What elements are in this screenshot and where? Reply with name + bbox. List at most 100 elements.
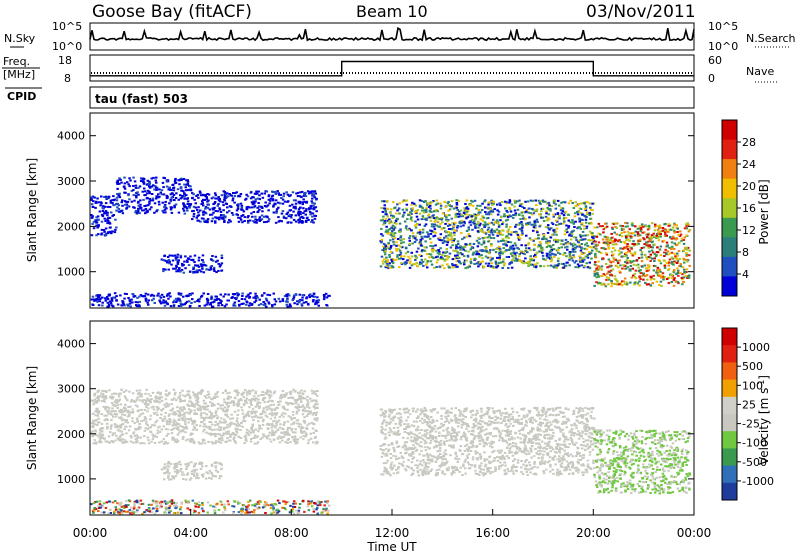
power-echo-pixel xyxy=(389,239,392,242)
power-echo-pixel xyxy=(257,202,260,204)
power-echo-pixel xyxy=(162,295,166,298)
power-echo-pixel xyxy=(435,266,438,268)
velocity-echo-pixel xyxy=(103,414,106,417)
power-echo-pixel xyxy=(640,251,644,254)
power-echo-pixel xyxy=(180,189,183,192)
power-echo-pixel xyxy=(202,220,206,223)
power-echo-pixel xyxy=(384,253,387,256)
power-echo-pixel xyxy=(615,222,619,225)
power-echo-pixel xyxy=(588,261,591,264)
velocity-echo-pixel xyxy=(92,403,95,406)
velocity-echo-pixel xyxy=(178,394,182,397)
power-echo-pixel xyxy=(649,284,652,287)
power-echo-pixel xyxy=(142,178,146,180)
velocity-echo-pixel xyxy=(272,420,275,423)
power-echo-pixel xyxy=(446,220,449,223)
power-echo-pixel xyxy=(420,200,424,202)
power-echo-pixel xyxy=(477,265,480,268)
power-echo-pixel xyxy=(202,264,205,266)
velocity-echo-pixel xyxy=(270,394,273,397)
velocity-echo-pixel xyxy=(303,397,307,400)
power-echo-pixel xyxy=(94,200,98,203)
power-echo-pixel xyxy=(275,208,279,211)
power-echo-pixel xyxy=(314,192,317,195)
velocity-echo-pixel xyxy=(301,413,305,416)
power-echo-pixel xyxy=(527,261,530,264)
power-echo-pixel xyxy=(166,256,170,258)
power-echo-pixel xyxy=(135,196,138,199)
power-echo-pixel xyxy=(163,304,167,307)
power-echo-pixel xyxy=(165,207,168,210)
power-echo-pixel xyxy=(214,299,218,301)
power-echo-pixel xyxy=(172,301,175,304)
velocity-echo-pixel xyxy=(297,398,301,400)
power-echo-pixel xyxy=(172,267,175,270)
power-echo-pixel xyxy=(464,267,467,270)
power-echo-pixel xyxy=(210,295,213,298)
velocity-echo-pixel xyxy=(179,406,182,409)
power-echo-pixel xyxy=(136,191,139,194)
power-echo-pixel xyxy=(535,265,538,267)
velocity-echo-pixel xyxy=(209,433,213,436)
velocity-echo-pixel xyxy=(100,422,104,425)
power-echo-pixel xyxy=(572,236,576,239)
velocity-echo-pixel xyxy=(165,394,168,397)
power-echo-pixel xyxy=(408,227,411,230)
power-echo-pixel xyxy=(528,216,531,219)
power-echo-pixel xyxy=(477,208,481,211)
power-echo-pixel xyxy=(193,300,197,303)
power-echo-pixel xyxy=(165,185,169,188)
power-echo-pixel xyxy=(147,204,150,207)
power-echo-pixel xyxy=(675,226,678,229)
power-echo-pixel xyxy=(498,252,501,255)
velocity-echo-pixel xyxy=(270,409,274,412)
velocity-echo-pixel xyxy=(261,436,264,439)
power-echo-pixel xyxy=(308,294,311,297)
power-echo-pixel xyxy=(477,241,480,244)
power-echo-pixel xyxy=(192,268,195,271)
power-echo-pixel xyxy=(564,264,568,267)
power-echo-pixel xyxy=(675,237,679,240)
velocity-echo-pixel xyxy=(147,393,150,396)
velocity-echo-pixel xyxy=(176,423,180,426)
velocity-echo-pixel xyxy=(128,413,131,416)
velocity-echo-pixel xyxy=(222,428,226,431)
velocity-echo-pixel xyxy=(290,390,293,393)
velocity-echo-pixel xyxy=(182,406,185,409)
power-echo-pixel xyxy=(634,269,638,272)
power-echo-pixel xyxy=(562,253,565,256)
power-echo-pixel xyxy=(546,226,550,229)
power-echo-pixel xyxy=(636,243,639,246)
power-echo-pixel xyxy=(139,199,142,202)
velocity-echo-pixel xyxy=(271,408,274,411)
velocity-echo-pixel xyxy=(221,404,224,407)
velocity-echo-pixel xyxy=(315,442,318,445)
power-echo-pixel xyxy=(664,233,667,236)
power-echo-pixel xyxy=(416,218,420,221)
power-echo-pixel xyxy=(443,255,447,257)
power-echo-pixel xyxy=(583,227,586,230)
power-echo-pixel xyxy=(530,223,533,226)
power-echo-pixel xyxy=(592,237,595,240)
power-echo-pixel xyxy=(128,302,132,305)
velocity-echo-pixel xyxy=(119,411,122,414)
power-echo-pixel xyxy=(688,229,692,231)
velocity-echo-pixel xyxy=(303,407,306,410)
power-echo-pixel xyxy=(526,200,530,203)
power-echo-pixel xyxy=(430,229,433,232)
power-echo-pixel xyxy=(258,194,261,197)
power-echo-pixel xyxy=(474,225,477,227)
velocity-echo-pixel xyxy=(196,407,199,410)
power-echo-pixel xyxy=(96,300,99,303)
power-echo-pixel xyxy=(591,236,594,239)
power-echo-pixel xyxy=(220,217,224,220)
power-echo-pixel xyxy=(509,252,513,255)
velocity-echo-pixel xyxy=(216,407,220,410)
power-echo-pixel xyxy=(235,209,239,212)
power-echo-pixel xyxy=(683,272,687,275)
power-echo-pixel xyxy=(381,262,385,265)
power-echo-pixel xyxy=(550,252,554,255)
velocity-echo-pixel xyxy=(232,404,236,407)
velocity-echo-pixel xyxy=(294,390,297,393)
power-echo-pixel xyxy=(458,213,462,216)
